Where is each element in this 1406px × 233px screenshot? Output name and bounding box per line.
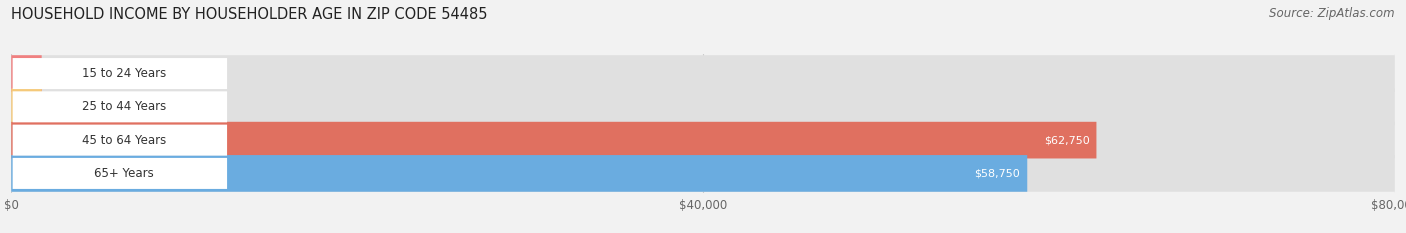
Text: $0: $0 (51, 102, 65, 112)
FancyBboxPatch shape (11, 155, 1395, 192)
Text: Source: ZipAtlas.com: Source: ZipAtlas.com (1270, 7, 1395, 20)
Text: 15 to 24 Years: 15 to 24 Years (82, 67, 166, 80)
Text: $62,750: $62,750 (1043, 135, 1090, 145)
Text: 65+ Years: 65+ Years (94, 167, 155, 180)
Text: $0: $0 (51, 69, 65, 79)
FancyBboxPatch shape (11, 155, 1028, 192)
FancyBboxPatch shape (11, 55, 1395, 92)
FancyBboxPatch shape (11, 122, 1395, 158)
FancyBboxPatch shape (13, 58, 228, 89)
FancyBboxPatch shape (11, 122, 1097, 158)
Text: 45 to 64 Years: 45 to 64 Years (82, 134, 166, 147)
Text: 25 to 44 Years: 25 to 44 Years (82, 100, 166, 113)
FancyBboxPatch shape (11, 89, 42, 125)
FancyBboxPatch shape (13, 91, 228, 122)
FancyBboxPatch shape (13, 125, 228, 156)
FancyBboxPatch shape (11, 89, 1395, 125)
Text: $58,750: $58,750 (974, 168, 1021, 178)
FancyBboxPatch shape (11, 55, 42, 92)
Text: HOUSEHOLD INCOME BY HOUSEHOLDER AGE IN ZIP CODE 54485: HOUSEHOLD INCOME BY HOUSEHOLDER AGE IN Z… (11, 7, 488, 22)
FancyBboxPatch shape (13, 158, 228, 189)
